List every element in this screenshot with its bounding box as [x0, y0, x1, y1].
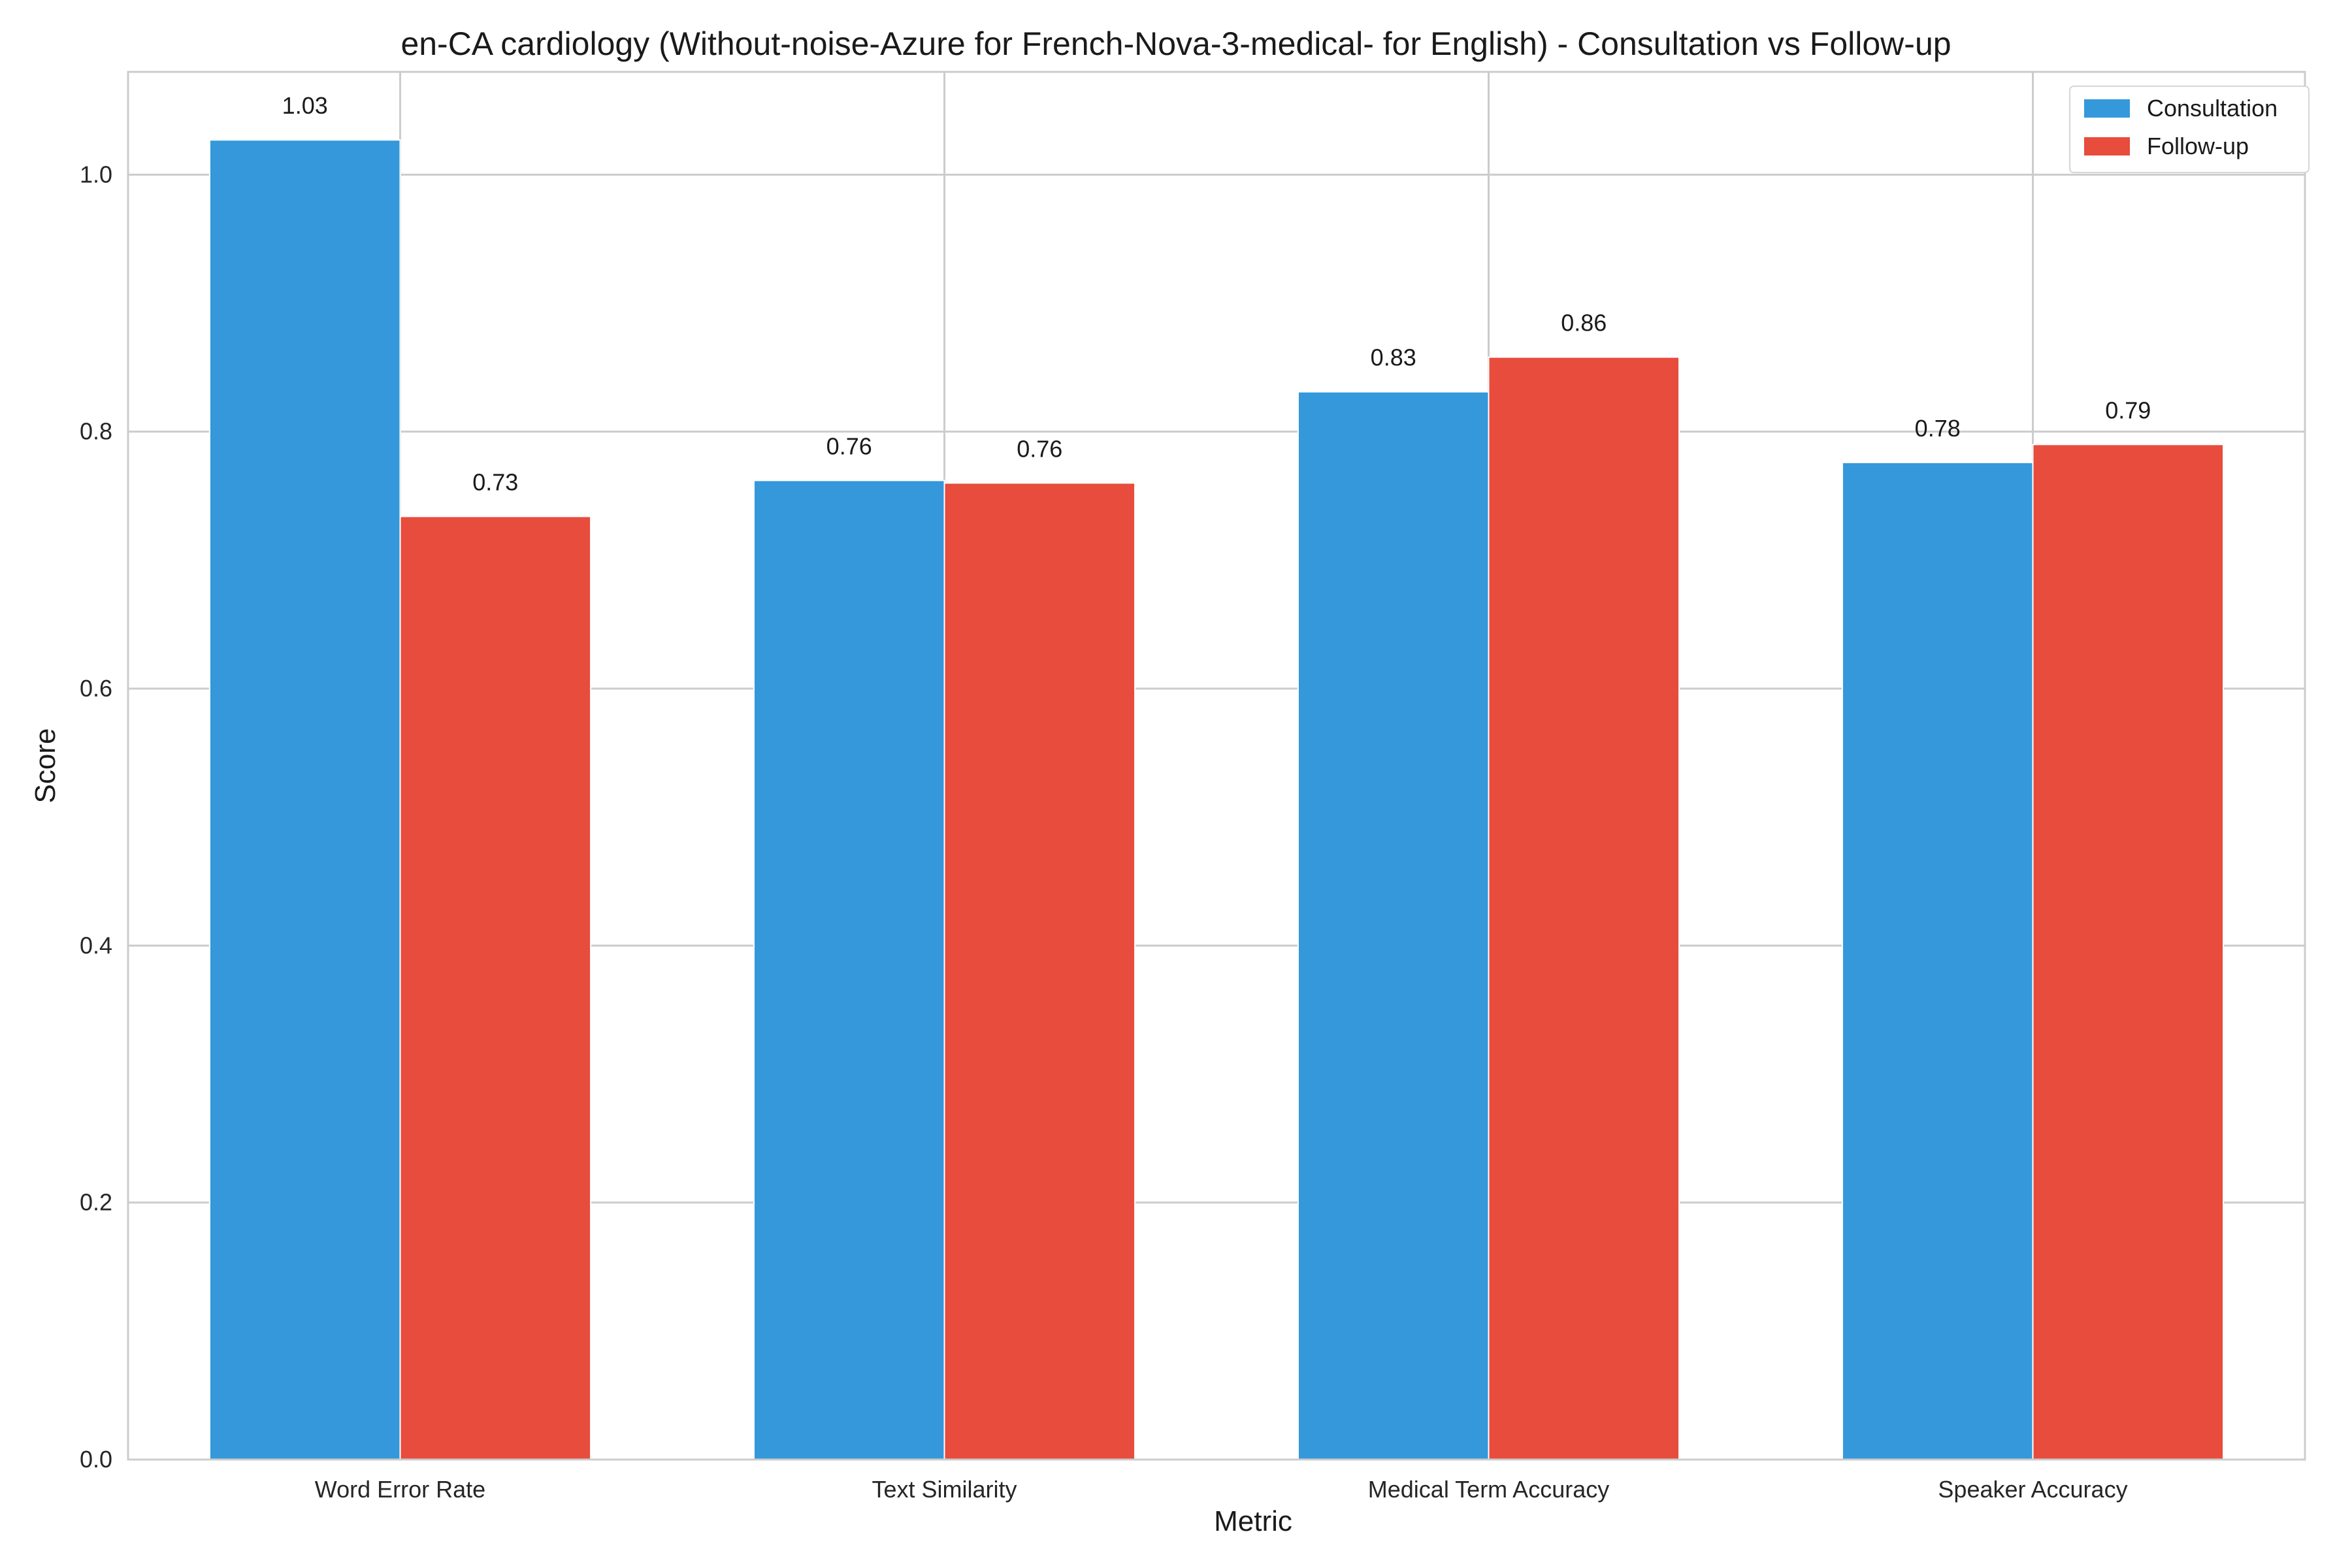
x-tick-label: Text Similarity — [872, 1476, 1017, 1503]
value-label-consultation-text-similarity: 0.76 — [826, 433, 872, 459]
bar-consultation-medical-term-accuracy — [1297, 391, 1490, 1461]
plot-frame — [127, 71, 2306, 1461]
x-tick-label: Speaker Accuracy — [1938, 1476, 2127, 1503]
y-tick-label: 0.6 — [80, 675, 112, 702]
legend: Consultation Follow-up — [2069, 86, 2310, 173]
bar-follow-up-word-error-rate — [399, 515, 592, 1460]
value-labels: 1.03 0.76 0.83 0.78 0.73 0.76 0.86 0.79 — [282, 92, 2151, 495]
y-tick-label: 1.0 — [80, 161, 112, 188]
legend-swatch-follow-up — [2084, 137, 2130, 155]
value-label-follow-up-medical-term-accuracy: 0.86 — [1561, 310, 1607, 336]
value-label-follow-up-word-error-rate: 0.73 — [472, 468, 518, 495]
value-label-consultation-word-error-rate: 1.03 — [282, 92, 328, 119]
y-tick-labels: 0.0 0.2 0.4 0.6 0.8 1.0 — [80, 161, 112, 1473]
value-label-follow-up-text-similarity: 0.76 — [1017, 435, 1062, 462]
value-label-consultation-medical-term-accuracy: 0.83 — [1371, 344, 1416, 371]
x-tick-labels: Word Error Rate Text Similarity Medical Te… — [315, 1476, 2128, 1503]
bar-follow-up-medical-term-accuracy — [1488, 356, 1680, 1460]
legend-swatch-consultation — [2084, 99, 2130, 118]
bar-follow-up-text-similarity — [943, 482, 1136, 1460]
value-label-follow-up-speaker-accuracy: 0.79 — [2105, 397, 2151, 423]
x-tick-label: Medical Term Accuracy — [1368, 1476, 1609, 1503]
bar-follow-up-speaker-accuracy — [2032, 444, 2225, 1460]
y-tick-label: 0.2 — [80, 1189, 112, 1216]
y-tick-label: 0.0 — [80, 1446, 112, 1473]
y-tick-label: 0.8 — [80, 418, 112, 445]
legend-label-follow-up: Follow-up — [2147, 133, 2249, 159]
legend-label-consultation: Consultation — [2147, 95, 2278, 122]
x-tick-label: Word Error Rate — [315, 1476, 485, 1503]
bar-consultation-text-similarity — [753, 480, 945, 1460]
chart-title: en-CA cardiology (Without-noise-Azure fo… — [400, 25, 1951, 62]
x-axis-label: Metric — [1214, 1505, 1292, 1537]
y-axis-label: Score — [29, 728, 61, 804]
y-tick-label: 0.4 — [80, 932, 112, 958]
value-label-consultation-speaker-accuracy: 0.78 — [1915, 415, 1961, 442]
bar-consultation-word-error-rate — [208, 139, 401, 1461]
bars — [208, 139, 2225, 1461]
bar-consultation-speaker-accuracy — [1841, 461, 2034, 1460]
